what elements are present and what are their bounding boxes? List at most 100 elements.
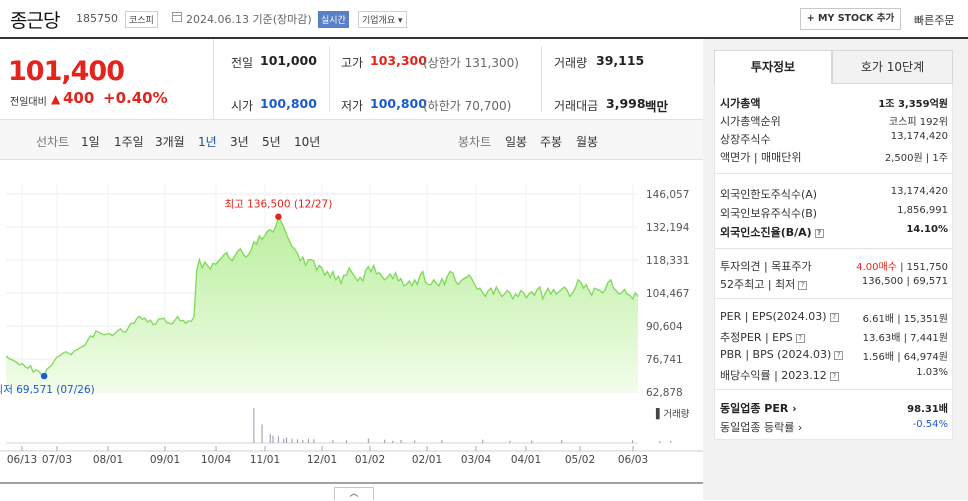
- per-eps-label: PER | EPS(2024.03)?: [720, 310, 839, 323]
- tab-1y[interactable]: 1년: [198, 135, 217, 149]
- pbr-bps-value: 1.56배 | 64,974원: [862, 352, 948, 363]
- tab-weekly[interactable]: 주봉: [540, 135, 563, 149]
- market-cap-rank-value: 코스피 192위: [888, 117, 948, 128]
- min-marker: [40, 372, 48, 380]
- x-tick-label: 06/13: [7, 454, 37, 466]
- volume-legend: ▌거래량: [655, 408, 690, 420]
- diff-percent: +0.40%: [103, 89, 168, 107]
- tab-5y[interactable]: 5년: [262, 135, 281, 149]
- chevron-up-icon: ︿: [349, 489, 359, 499]
- market-badge: 코스피: [125, 11, 158, 28]
- diff-value: 400: [63, 89, 95, 107]
- par-value-value: 2,500원 | 1주: [884, 153, 948, 164]
- y-tick-label: 146,057: [646, 189, 689, 201]
- quick-order-link[interactable]: 빠른주문: [914, 14, 955, 27]
- diff-label: 전일대비: [10, 97, 47, 108]
- tab-invest-info[interactable]: 투자정보: [714, 50, 832, 84]
- amount-value: 3,998: [606, 96, 646, 111]
- sector-per-value: 98.31배: [907, 404, 948, 415]
- x-tick-label: 02/01: [412, 454, 442, 466]
- line-chart-label: 선차트: [36, 135, 70, 149]
- est-per-eps-label: 추정PER | EPS?: [720, 329, 805, 345]
- add-mystock-button[interactable]: + MY STOCK 추가: [800, 8, 901, 30]
- foreign-ratio-value: 14.10%: [906, 224, 948, 235]
- header-divider: [0, 37, 968, 39]
- par-value-label: 액면가 | 매매단위: [720, 151, 802, 164]
- invest-info-panel: [714, 84, 953, 440]
- help-icon[interactable]: ?: [814, 228, 824, 238]
- x-tick-label: 10/04: [201, 454, 232, 466]
- candle-chart-label: 봉차트: [458, 135, 492, 149]
- stock-name: 종근당: [10, 10, 60, 32]
- collapse-button[interactable]: ︿: [334, 487, 374, 500]
- high52-label: 52주최고 | 최저?: [720, 276, 808, 292]
- realtime-button[interactable]: 실시간: [318, 11, 349, 28]
- base-date: 2024.06.13 기준(장마감): [186, 13, 312, 26]
- divider: [329, 46, 330, 112]
- y-tick-label: 62,878: [646, 387, 683, 399]
- tab-1w[interactable]: 1주일: [114, 135, 144, 149]
- y-tick-label: 76,741: [646, 354, 683, 366]
- x-tick-label: 08/01: [93, 454, 123, 466]
- foreign-holding-label: 외국인보유주식수(B): [720, 207, 818, 220]
- divider: [213, 39, 214, 119]
- est-per-eps-value: 13.63배 | 7,441원: [862, 333, 948, 344]
- max-marker: [275, 213, 282, 220]
- tab-3y[interactable]: 3년: [230, 135, 249, 149]
- lower-limit: (하한가 70,700): [423, 99, 512, 113]
- x-tick-label: 12/01: [307, 454, 337, 466]
- opinion-value: 4.00매수 | 151,750: [856, 262, 948, 273]
- x-tick-label: 07/03: [42, 454, 72, 466]
- help-icon[interactable]: ?: [834, 350, 844, 360]
- low-value: 100,800: [370, 96, 427, 111]
- high52-value: 136,500 | 69,571: [861, 276, 948, 287]
- foreign-ratio-label: 외국인소진율(B/A)?: [720, 224, 824, 240]
- up-arrow-icon: ▲: [51, 92, 61, 106]
- help-icon[interactable]: ?: [798, 280, 808, 290]
- x-tick-label: 03/04: [461, 454, 492, 466]
- calendar-icon: [172, 12, 182, 22]
- opinion-label: 투자의견 | 목표주가: [720, 260, 812, 273]
- volume-label: 거래량: [554, 56, 588, 70]
- prev-close-value: 101,000: [260, 53, 317, 68]
- tab-3m[interactable]: 3개월: [155, 135, 185, 149]
- help-icon[interactable]: ?: [795, 333, 805, 343]
- open-value: 100,800: [260, 96, 317, 111]
- tab-daily[interactable]: 일봉: [505, 135, 528, 149]
- sector-rate-label: 동일업종 등락률 ›: [720, 421, 803, 434]
- low-label: 저가: [341, 99, 364, 113]
- company-overview-dropdown[interactable]: 기업개요 ▾: [358, 11, 407, 28]
- price-line: [5, 215, 639, 378]
- divider: [714, 298, 953, 299]
- sector-rate-value: -0.54%: [912, 419, 948, 430]
- open-label: 시가: [231, 99, 254, 113]
- divider: [714, 173, 953, 174]
- stock-code: 185750: [76, 12, 118, 25]
- x-tick-label: 06/03: [618, 454, 648, 466]
- x-tick-label: 04/01: [511, 454, 541, 466]
- volume-value: 39,115: [596, 53, 645, 68]
- help-icon[interactable]: ?: [829, 312, 839, 322]
- max-label: 최고 136,500 (12/27): [224, 199, 332, 211]
- pbr-bps-label: PBR | BPS (2024.03)?: [720, 348, 844, 361]
- market-cap-label: 시가총액: [720, 97, 761, 110]
- high-value: 103,300: [370, 53, 427, 68]
- per-eps-value: 6.61배 | 15,351원: [862, 314, 948, 325]
- upper-limit: (상한가 131,300): [423, 56, 519, 70]
- price-chart: ▌거래량 146,057 132,194 118,331 104,467 90,604 7…: [0, 184, 703, 484]
- foreign-holding-value: 1,856,991: [897, 205, 948, 216]
- y-tick-label: 132,194: [646, 222, 690, 234]
- x-tick-label: 05/02: [565, 454, 595, 466]
- price-area: [6, 216, 638, 392]
- amount-label: 거래대금: [554, 99, 599, 113]
- tab-monthly[interactable]: 월봉: [576, 135, 599, 149]
- y-tick-label: 90,604: [646, 321, 683, 333]
- high-label: 고가: [341, 56, 364, 70]
- tab-order-book[interactable]: 호가 10단계: [832, 50, 953, 84]
- market-cap-rank-label: 시가총액순위: [720, 115, 781, 128]
- tab-10y[interactable]: 10년: [294, 135, 321, 149]
- sector-per-label: 동일업종 PER ›: [720, 402, 797, 415]
- chart-tab-bar: [0, 120, 703, 160]
- help-icon[interactable]: ?: [829, 371, 839, 381]
- tab-1d[interactable]: 1일: [81, 135, 100, 149]
